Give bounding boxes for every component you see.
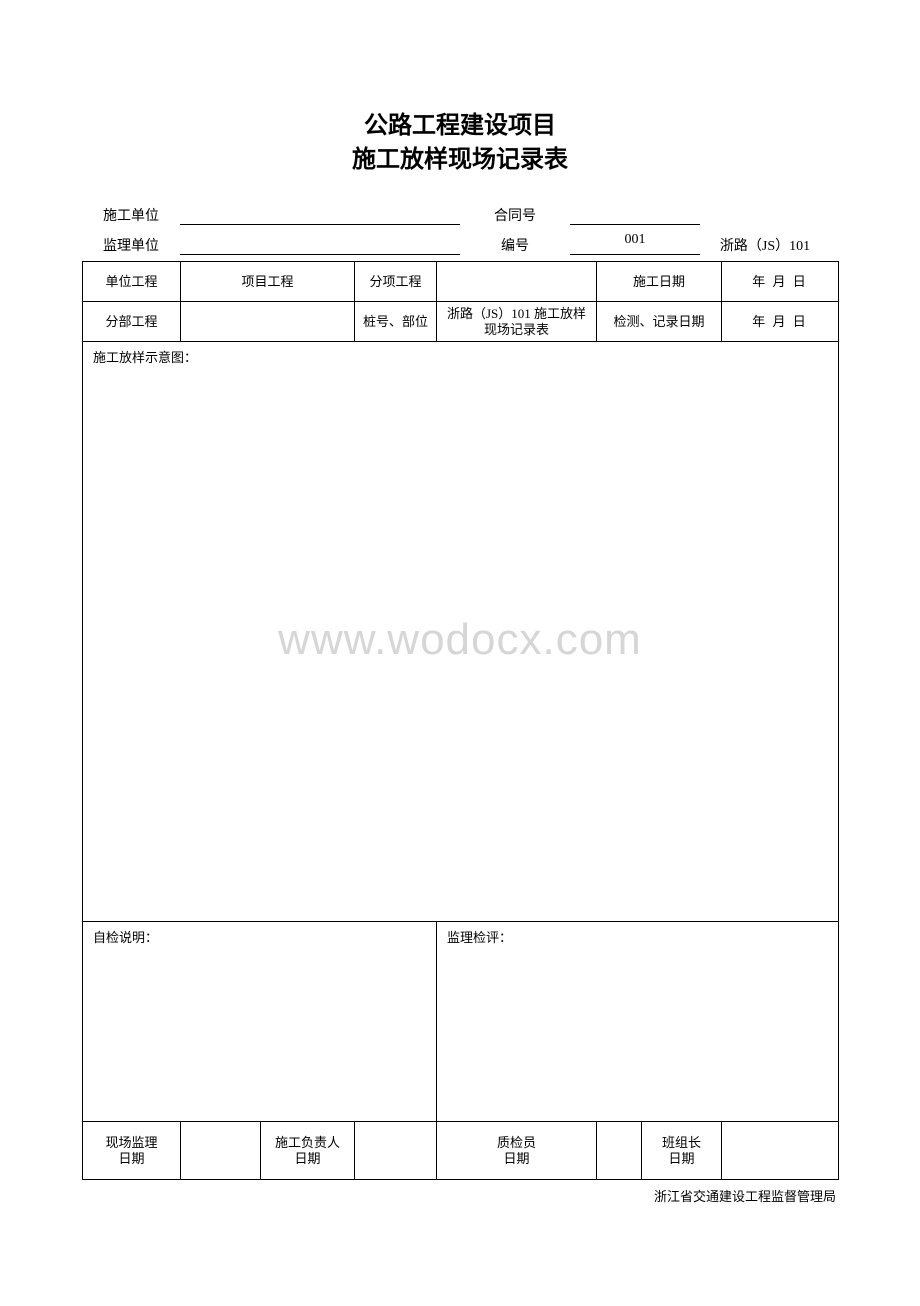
- contract-no-field[interactable]: [570, 195, 700, 225]
- grid-row-2: 分部工程 桩号、部位 浙路（JS）101 施工放样现场记录表 检测、记录日期 年…: [83, 302, 839, 342]
- cell-section-project-label: 分部工程: [83, 302, 181, 342]
- cell-sub-project-label: 分项工程: [355, 262, 437, 302]
- footer-text: 浙江省交通建设工程监督管理局: [82, 1186, 838, 1205]
- cell-sub-project-value[interactable]: [437, 262, 597, 302]
- diagram-row: 施工放样示意图：: [83, 342, 839, 922]
- cell-record-date-value[interactable]: 年 月 日: [722, 302, 839, 342]
- sig-inspector-text: 质检员: [497, 1135, 536, 1150]
- self-check-label: 自检说明：: [93, 930, 158, 945]
- cell-unit-project-label: 单位工程: [83, 262, 181, 302]
- sig-supervisor-value[interactable]: [181, 1122, 261, 1180]
- document-title: 公路工程建设项目 施工放样现场记录表: [82, 110, 838, 177]
- cell-record-date-label: 检测、记录日期: [597, 302, 722, 342]
- sig-manager-value[interactable]: [355, 1122, 437, 1180]
- title-line-2: 施工放样现场记录表: [82, 144, 838, 178]
- cell-construction-date-label: 施工日期: [597, 262, 722, 302]
- sig-supervisor-label: 现场监理 日期: [83, 1122, 181, 1180]
- header-section: 施工单位 合同号 监理单位 编号 001 浙路（JS）101: [82, 195, 838, 255]
- header-row-1: 施工单位 合同号: [82, 195, 838, 225]
- sig-teamlead-label: 班组长 日期: [642, 1122, 722, 1180]
- self-check-cell[interactable]: 自检说明：: [83, 922, 437, 1122]
- sig-supervisor-text: 现场监理: [105, 1135, 157, 1150]
- diagram-cell[interactable]: 施工放样示意图：: [83, 342, 839, 922]
- sig-manager-label: 施工负责人 日期: [261, 1122, 355, 1180]
- main-table: 单位工程 项目工程 分项工程 施工日期 年 月 日 分部工程 桩号、部位 浙路（…: [82, 261, 839, 1180]
- cell-stake-position-label: 桩号、部位: [355, 302, 437, 342]
- cell-stake-position-value[interactable]: 浙路（JS）101 施工放样现场记录表: [437, 302, 597, 342]
- cell-construction-date-value[interactable]: 年 月 日: [722, 262, 839, 302]
- supervision-unit-field[interactable]: [180, 225, 460, 255]
- sig-manager-text: 施工负责人: [275, 1135, 340, 1150]
- supervision-review-cell[interactable]: 监理检评：: [437, 922, 839, 1122]
- sig-inspector-label: 质检员 日期: [437, 1122, 597, 1180]
- cell-item-project-label: 项目工程: [181, 262, 355, 302]
- page-container: 公路工程建设项目 施工放样现场记录表 施工单位 合同号 监理单位 编号 001 …: [0, 0, 920, 1205]
- grid-row-1: 单位工程 项目工程 分项工程 施工日期 年 月 日: [83, 262, 839, 302]
- title-line-1: 公路工程建设项目: [82, 110, 838, 144]
- construction-unit-label: 施工单位: [82, 205, 180, 225]
- diagram-label: 施工放样示意图：: [93, 350, 197, 365]
- cell-section-project-value[interactable]: [181, 302, 355, 342]
- header-row-2: 监理单位 编号 001 浙路（JS）101: [82, 225, 838, 255]
- sig-manager-date: 日期: [295, 1151, 321, 1166]
- serial-no-field[interactable]: 001: [570, 225, 700, 255]
- supervision-unit-label: 监理单位: [82, 235, 180, 255]
- serial-no-label: 编号: [460, 235, 570, 255]
- signature-row: 现场监理 日期 施工负责人 日期 质检员 日期 班组长 日期: [83, 1122, 839, 1180]
- supervision-review-label: 监理检评：: [447, 930, 512, 945]
- contract-no-label: 合同号: [460, 205, 570, 225]
- sig-supervisor-date: 日期: [118, 1151, 144, 1166]
- notes-row: 自检说明： 监理检评：: [83, 922, 839, 1122]
- sig-teamlead-value[interactable]: [722, 1122, 839, 1180]
- sig-inspector-date: 日期: [504, 1151, 530, 1166]
- construction-unit-field[interactable]: [180, 195, 460, 225]
- form-code: 浙路（JS）101: [700, 235, 830, 255]
- sig-teamlead-text: 班组长: [662, 1135, 701, 1150]
- sig-teamlead-date: 日期: [669, 1151, 695, 1166]
- sig-inspector-value[interactable]: [597, 1122, 642, 1180]
